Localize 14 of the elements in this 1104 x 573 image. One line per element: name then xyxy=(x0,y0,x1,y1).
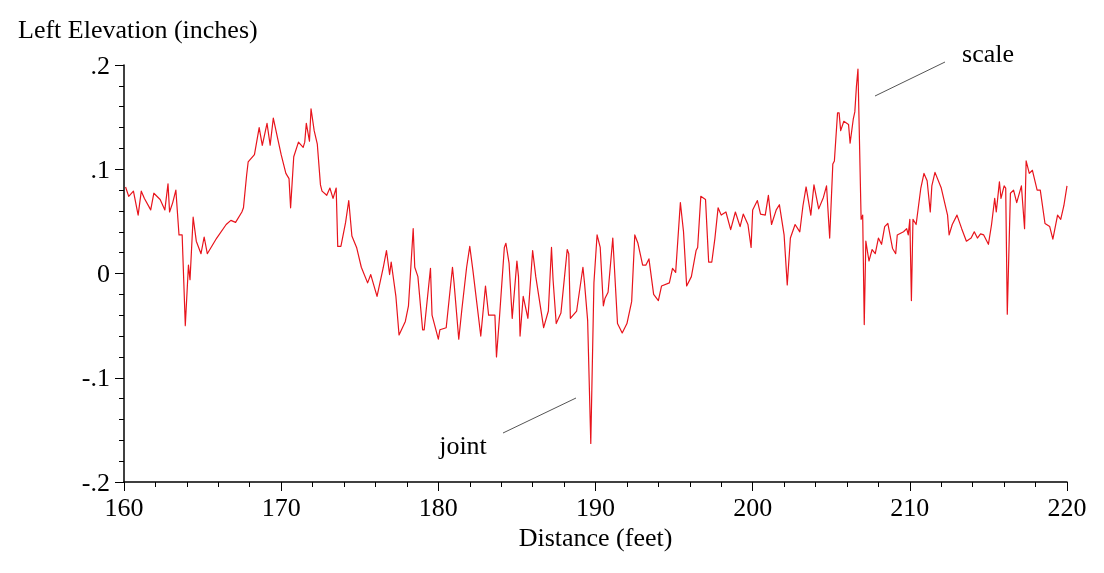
annotation: scale xyxy=(962,38,1014,68)
y-axis-title: Left Elevation (inches) xyxy=(18,14,258,44)
x-tick-label: 190 xyxy=(576,492,615,522)
x-tick-label: 170 xyxy=(261,492,301,522)
x-axis-title: Distance (feet) xyxy=(518,523,673,553)
y-tick-label: 0 xyxy=(97,259,110,288)
y-tick-label: -.1 xyxy=(81,363,110,393)
x-tick-label: 220 xyxy=(1047,492,1087,522)
y-tick-label: .2 xyxy=(90,50,110,80)
annotation: joint xyxy=(438,430,488,460)
x-tick-label: 210 xyxy=(890,492,930,522)
x-tick-label: 180 xyxy=(418,492,458,522)
y-tick-label: .1 xyxy=(90,154,110,184)
x-tick-label: 200 xyxy=(733,492,773,522)
